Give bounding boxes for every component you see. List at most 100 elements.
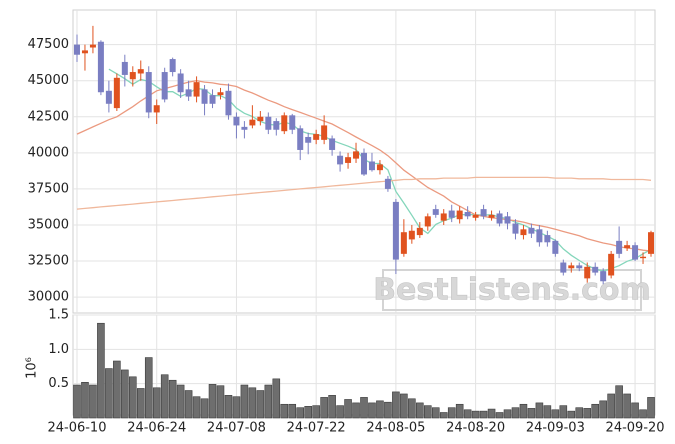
candle [145,66,152,119]
y-tick-label: 37500 [28,181,69,196]
candle [504,212,511,230]
volume-bar [575,407,584,419]
candle-body [137,69,144,74]
candle-body [193,82,200,97]
candle-body [361,152,367,175]
candle-body [265,116,272,130]
candle-body [624,245,631,249]
candle [129,66,136,87]
watermark-text: BestListens.com [373,273,651,308]
volume-bar [129,376,137,419]
candle-body [616,240,623,254]
candle [297,125,304,161]
candle-body [89,44,96,48]
candle [345,152,352,169]
candle-body [496,213,503,224]
candle-body [560,262,567,273]
candle-body [289,115,296,130]
candle-body [416,227,423,236]
volume-bar [599,400,607,419]
candle-body [536,229,543,243]
candle-body [600,271,607,282]
volume-bar [631,402,639,419]
volume-bar [184,390,193,419]
candle-body [504,216,511,224]
candle [440,209,447,225]
candle [161,67,168,103]
candle [496,210,503,227]
candle [400,219,407,257]
candle-body [249,119,256,126]
volume-bar [144,357,153,419]
volume-bar [392,391,400,419]
volume-bar [192,396,201,419]
candle [544,230,551,247]
candle-body [472,214,479,218]
candle [480,204,487,220]
volume-bar [400,393,408,419]
y-tick-label: 1.0 [48,342,69,357]
volume-bar [527,408,536,419]
candle [249,105,256,129]
candle [608,250,615,279]
candle [512,219,519,240]
volume-bar [519,403,528,419]
candle-body [233,116,240,126]
x-tick-label: 24-08-05 [366,421,425,436]
candle [353,142,360,163]
candle-body [480,209,487,217]
volume-bar [423,405,432,419]
candle-body [169,59,176,73]
candle-body [281,115,288,132]
candle [329,135,336,156]
candle [137,60,144,81]
candle [313,129,320,145]
candle [177,69,184,99]
volume-bar [384,401,392,419]
candle [552,239,559,257]
candle [305,132,312,155]
volume-bar [559,405,568,419]
x-tick-label: 24-07-08 [207,421,266,436]
candle-body [648,232,655,254]
price-panel [72,9,656,314]
candle [169,57,176,77]
candle-body [241,126,248,130]
volume-bar [376,400,384,419]
candle [153,99,160,124]
candle-body [584,266,591,279]
candle-body [105,90,112,104]
volume-bar [447,407,456,419]
volume-bar [121,369,129,419]
volume-bar [240,384,249,419]
candle [456,206,463,224]
candle [233,112,240,139]
volume-bar [344,399,352,419]
candle [648,230,655,257]
candle [576,262,583,272]
candle [97,40,104,96]
volume-bar [312,405,320,419]
candle [273,118,280,136]
volume-bar [168,379,177,419]
candle-body [568,265,575,269]
candle [225,83,232,120]
candle [528,223,535,238]
volume-bar [615,385,623,419]
candle [321,115,328,145]
volume-bar [463,409,472,419]
candle [632,242,639,262]
volume-bar [216,385,225,419]
volume-bar [152,387,161,419]
volume-bar [272,378,281,419]
candle [624,240,631,251]
candle [209,89,216,109]
candle [424,213,431,231]
candle [113,73,120,111]
volume-bar [647,397,655,419]
candle [257,111,264,126]
volume-bar [360,397,368,419]
volume-bar [264,384,273,419]
candle [193,76,200,103]
